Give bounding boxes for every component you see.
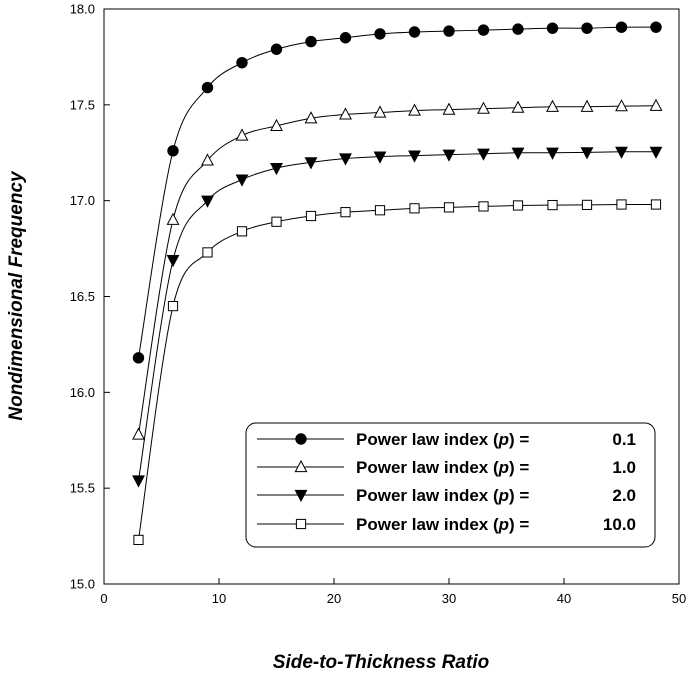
legend-label-4: Power law index (p) =: [356, 515, 529, 534]
y-tick-label: 16.5: [70, 289, 95, 304]
data-point-series-4: [443, 202, 455, 213]
data-point-series-3: [580, 147, 594, 160]
data-point-series-3: [201, 195, 214, 208]
legend-box: [245, 422, 656, 548]
data-point-series-3: [235, 174, 249, 187]
data-point-series-4: [478, 201, 489, 212]
data-point-series-1: [374, 28, 386, 40]
legend-value-3: 2.0: [612, 486, 636, 505]
legend-label-3: Power law index (p) =: [356, 486, 529, 505]
x-tick-label: 40: [557, 591, 571, 606]
y-axis-title: Nondimensional Frequency: [6, 170, 27, 421]
data-point-series-1: [477, 24, 490, 36]
data-point-series-2: [408, 103, 421, 116]
legend: Power law index (p) = 0.1 Power law index …: [245, 422, 656, 548]
data-point-series-4: [409, 203, 420, 214]
data-point-series-4: [512, 200, 524, 211]
data-point-series-3: [373, 151, 387, 164]
x-tick-label: 20: [327, 591, 341, 606]
data-point-series-4: [616, 199, 627, 210]
y-tick-label: 15.0: [70, 577, 95, 592]
legend-value-4: 10.0: [603, 515, 636, 534]
data-point-series-4: [167, 300, 179, 312]
data-point-series-2: [580, 99, 594, 112]
y-tick-label: 18.0: [70, 2, 95, 17]
data-point-series-3: [615, 146, 628, 159]
data-point-series-4: [271, 216, 282, 227]
data-point-series-2: [339, 107, 352, 120]
legend-marker-1: [295, 433, 307, 445]
data-point-series-4: [374, 205, 386, 216]
legend-value-1: 0.1: [612, 430, 636, 449]
data-point-series-4: [547, 199, 558, 211]
data-point-series-1: [443, 25, 455, 37]
data-point-series-2: [546, 99, 559, 112]
x-tick-label: 0: [100, 591, 107, 606]
data-point-series-4: [305, 210, 317, 222]
data-point-series-2: [649, 98, 663, 111]
axes: 0 10 20 30 40 50 15.0 15.5 16.0 16.5 17.0 17.5 18.0: [70, 2, 687, 607]
data-point-series-2: [166, 212, 180, 225]
data-point-series-3: [408, 150, 421, 163]
data-point-series-2: [373, 105, 387, 118]
y-tick-label: 15.5: [70, 481, 95, 496]
data-point-series-3: [166, 254, 180, 268]
data-point-series-2: [615, 99, 628, 112]
data-point-series-1: [615, 21, 628, 33]
y-tick-label: 17.5: [70, 97, 95, 112]
data-point-series-4: [202, 247, 213, 258]
data-point-series-1: [408, 26, 421, 38]
legend-value-2: 1.0: [612, 458, 636, 477]
y-tick-label: 16.0: [70, 385, 95, 400]
data-point-series-1: [339, 32, 352, 44]
data-point-series-2: [270, 118, 283, 132]
legend-marker-4: [295, 518, 307, 530]
data-point-series-3: [477, 148, 490, 161]
data-point-series-1: [512, 23, 524, 35]
x-tick-label: 10: [212, 591, 226, 606]
data-point-series-2: [235, 128, 249, 141]
data-point-series-3: [442, 149, 456, 162]
legend-marker-3: [294, 489, 308, 503]
data-point-series-3: [270, 162, 283, 176]
data-point-series-2: [201, 153, 214, 166]
data-point-series-1: [167, 145, 179, 157]
data-point-series-1: [546, 22, 559, 34]
data-point-series-4: [236, 226, 248, 237]
series-markers: [132, 21, 663, 546]
data-point-series-1: [581, 22, 593, 34]
data-point-series-2: [477, 101, 490, 114]
data-point-series-1: [236, 56, 248, 69]
legend-label-2: Power law index (p) =: [356, 458, 529, 477]
data-point-series-3: [132, 475, 145, 488]
data-point-series-2: [442, 102, 456, 115]
data-point-series-4: [133, 534, 144, 546]
x-tick-label: 50: [672, 591, 686, 606]
data-point-series-4: [650, 199, 662, 210]
x-tick-label: 30: [442, 591, 456, 606]
data-point-series-2: [132, 427, 145, 440]
data-point-series-3: [546, 147, 559, 160]
data-point-series-1: [650, 21, 662, 33]
data-point-series-1: [201, 81, 214, 94]
data-point-series-3: [511, 147, 525, 160]
data-point-series-3: [304, 157, 318, 170]
series-line-2: [138, 105, 657, 435]
x-axis-title: Side-to-Thickness Ratio: [273, 652, 489, 673]
data-point-series-1: [305, 35, 317, 48]
data-point-series-1: [270, 43, 283, 55]
legend-marker-2: [294, 459, 308, 473]
data-point-series-2: [511, 100, 525, 113]
data-point-series-3: [339, 153, 352, 166]
data-point-series-3: [649, 146, 663, 159]
data-point-series-4: [340, 207, 351, 218]
data-point-series-1: [132, 352, 145, 364]
data-point-series-4: [581, 199, 593, 210]
legend-label-1: Power law index (p) =: [356, 430, 529, 449]
data-point-series-2: [304, 111, 318, 124]
y-tick-label: 17.0: [70, 193, 95, 208]
